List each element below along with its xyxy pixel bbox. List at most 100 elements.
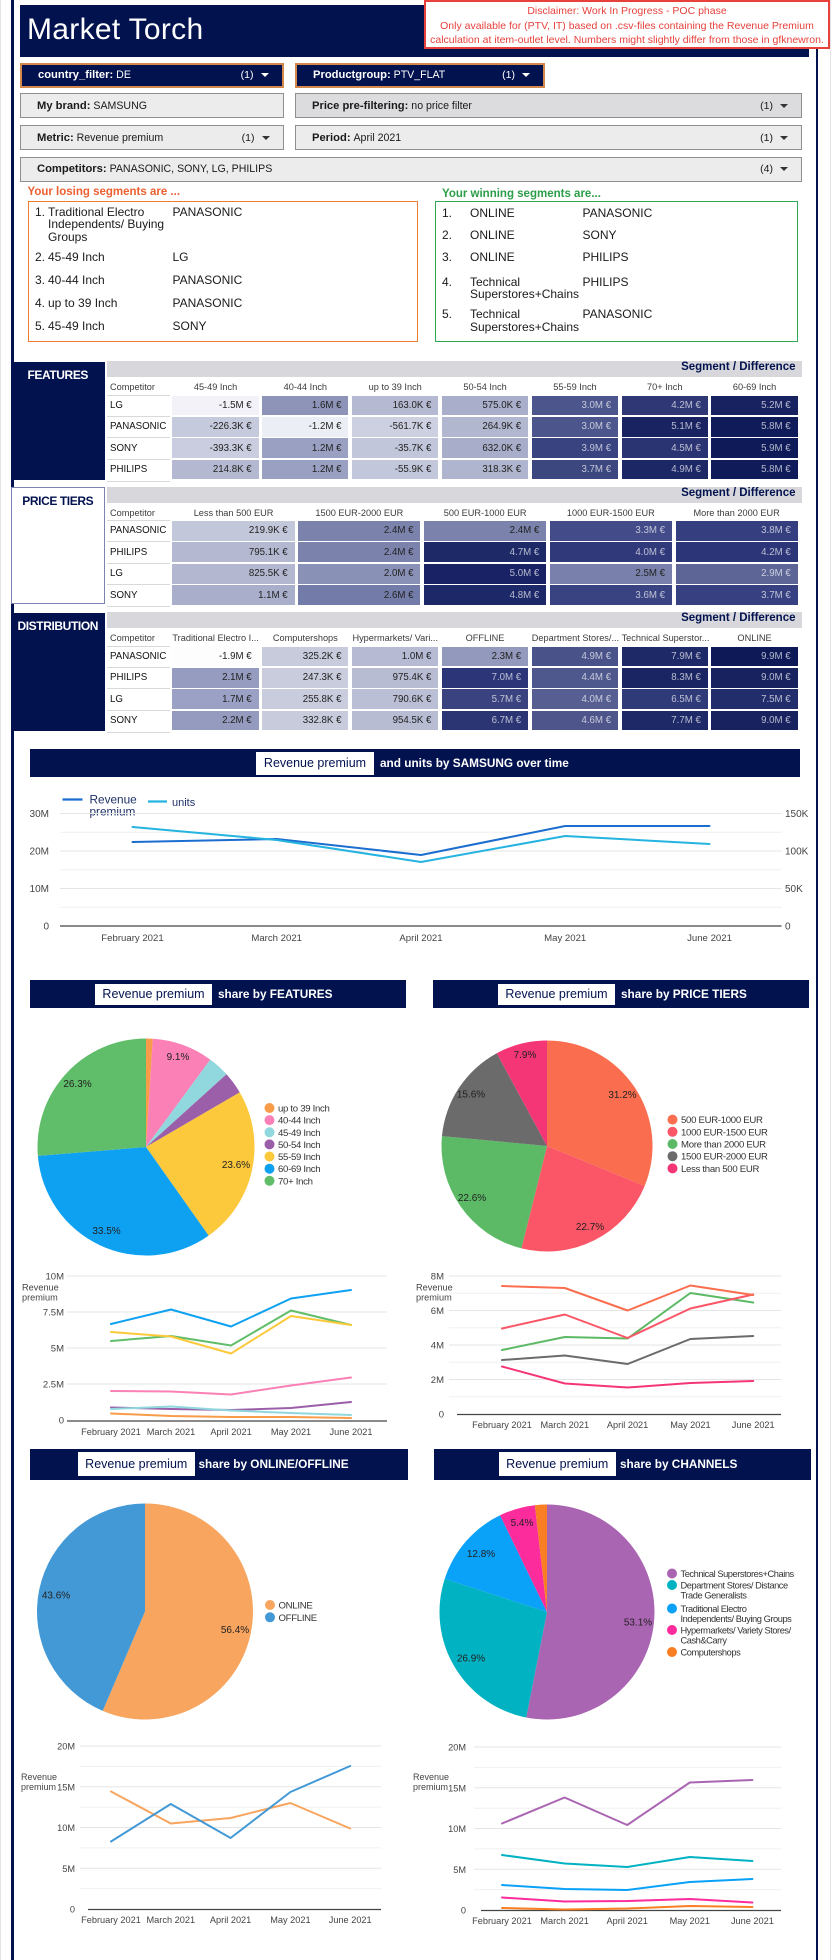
svg-text:May 2021: May 2021 [670, 1916, 710, 1926]
svg-text:June 2021: June 2021 [731, 1916, 774, 1926]
svg-text:Revenue: Revenue [22, 1283, 59, 1293]
svg-text:February 2021: February 2021 [81, 1427, 141, 1437]
svg-text:23.6%: 23.6% [222, 1160, 250, 1171]
svg-text:150K: 150K [785, 809, 809, 820]
svg-text:12.8%: 12.8% [467, 1549, 495, 1560]
svg-text:Hypermarkets/ Variety Stores/: Hypermarkets/ Variety Stores/ [681, 1626, 792, 1636]
svg-text:60-69 Inch: 60-69 Inch [278, 1164, 320, 1175]
svg-text:March 2021: March 2021 [147, 1427, 196, 1437]
svg-text:June 2021: June 2021 [329, 1915, 372, 1925]
svg-text:April 2021: April 2021 [399, 933, 442, 944]
svg-text:More than 2000 EUR: More than 2000 EUR [681, 1140, 766, 1151]
svg-text:0: 0 [70, 1905, 75, 1915]
svg-text:April 2021: April 2021 [607, 1420, 648, 1430]
svg-text:Cash&Carry: Cash&Carry [681, 1636, 728, 1646]
svg-text:20M: 20M [57, 1742, 75, 1752]
svg-text:7.5M: 7.5M [43, 1308, 64, 1319]
svg-text:15M: 15M [448, 1783, 466, 1793]
svg-text:February 2021: February 2021 [101, 933, 163, 944]
svg-text:1000 EUR-1500 EUR: 1000 EUR-1500 EUR [681, 1127, 768, 1138]
svg-text:5.4%: 5.4% [511, 1518, 534, 1529]
svg-text:June 2021: June 2021 [687, 933, 732, 944]
svg-text:10M: 10M [448, 1824, 466, 1834]
svg-text:55-59 Inch: 55-59 Inch [278, 1152, 320, 1163]
svg-text:2M: 2M [431, 1375, 444, 1386]
svg-text:Department Stores/ Distance: Department Stores/ Distance [681, 1581, 788, 1591]
svg-text:March 2021: March 2021 [251, 933, 302, 944]
svg-text:4M: 4M [431, 1341, 444, 1352]
svg-text:May 2021: May 2021 [271, 1427, 311, 1437]
svg-text:Technical Superstores+Chains: Technical Superstores+Chains [681, 1569, 795, 1579]
svg-text:OFFLINE: OFFLINE [279, 1613, 317, 1624]
svg-text:Revenue: Revenue [90, 793, 138, 807]
svg-text:Trade Generalists: Trade Generalists [681, 1591, 748, 1601]
svg-text:April 2021: April 2021 [210, 1427, 251, 1437]
svg-text:6M: 6M [431, 1306, 444, 1317]
svg-text:5M: 5M [51, 1344, 64, 1355]
svg-text:ONLINE: ONLINE [279, 1601, 313, 1612]
svg-text:0: 0 [785, 922, 791, 933]
svg-text:0: 0 [43, 922, 49, 933]
svg-text:Less than 500 EUR: Less than 500 EUR [681, 1164, 759, 1175]
svg-text:units: units [172, 797, 196, 809]
svg-text:20M: 20M [448, 1743, 466, 1753]
svg-text:premium: premium [90, 805, 136, 819]
svg-text:26.3%: 26.3% [63, 1079, 91, 1090]
svg-text:0: 0 [461, 1906, 466, 1916]
svg-text:33.5%: 33.5% [92, 1226, 120, 1237]
svg-text:56.4%: 56.4% [221, 1625, 249, 1636]
svg-text:15.6%: 15.6% [457, 1090, 485, 1101]
svg-text:Computershops: Computershops [681, 1648, 742, 1658]
svg-text:May 2021: May 2021 [270, 1915, 310, 1925]
svg-text:February 2021: February 2021 [81, 1915, 141, 1925]
svg-text:45-49 Inch: 45-49 Inch [278, 1128, 320, 1139]
svg-text:0: 0 [59, 1416, 64, 1427]
svg-text:Revenue: Revenue [413, 1772, 449, 1782]
svg-text:500 EUR-1000 EUR: 500 EUR-1000 EUR [681, 1115, 763, 1126]
svg-text:Independents/ Buying Groups: Independents/ Buying Groups [681, 1614, 793, 1624]
svg-text:5M: 5M [62, 1864, 75, 1874]
svg-text:March 2021: March 2021 [540, 1916, 589, 1926]
svg-text:50K: 50K [785, 884, 803, 895]
svg-text:premium: premium [22, 1293, 58, 1303]
svg-text:2.5M: 2.5M [43, 1380, 64, 1391]
svg-text:premium: premium [413, 1782, 448, 1792]
svg-text:8M: 8M [431, 1272, 444, 1283]
svg-text:7.9%: 7.9% [514, 1050, 537, 1061]
svg-text:31.2%: 31.2% [608, 1090, 636, 1101]
svg-text:30M: 30M [30, 809, 49, 820]
svg-text:26.9%: 26.9% [457, 1654, 485, 1665]
svg-text:May 2021: May 2021 [544, 933, 586, 944]
svg-text:June 2021: June 2021 [732, 1420, 775, 1430]
svg-text:premium: premium [21, 1782, 56, 1792]
svg-text:premium: premium [416, 1293, 452, 1303]
svg-text:February 2021: February 2021 [472, 1916, 532, 1926]
svg-text:Revenue: Revenue [21, 1772, 57, 1782]
svg-text:1500 EUR-2000 EUR: 1500 EUR-2000 EUR [681, 1152, 768, 1163]
svg-text:70+ Inch: 70+ Inch [278, 1176, 313, 1187]
svg-text:10M: 10M [57, 1823, 75, 1833]
svg-text:22.6%: 22.6% [458, 1193, 486, 1204]
svg-text:Traditional Electro: Traditional Electro [681, 1604, 747, 1614]
svg-text:20M: 20M [30, 847, 49, 858]
svg-text:53.1%: 53.1% [624, 1618, 652, 1629]
svg-text:22.7%: 22.7% [576, 1222, 604, 1233]
svg-text:May 2021: May 2021 [670, 1420, 710, 1430]
svg-text:April 2021: April 2021 [210, 1915, 251, 1925]
svg-text:10M: 10M [46, 1272, 65, 1283]
svg-text:100K: 100K [785, 847, 809, 858]
svg-text:10M: 10M [30, 884, 49, 895]
svg-text:Revenue: Revenue [416, 1283, 453, 1293]
svg-text:March 2021: March 2021 [541, 1420, 590, 1430]
svg-text:up to 39 Inch: up to 39 Inch [278, 1104, 330, 1115]
svg-text:April 2021: April 2021 [607, 1916, 648, 1926]
svg-text:June 2021: June 2021 [330, 1427, 373, 1437]
svg-text:February 2021: February 2021 [472, 1420, 532, 1430]
svg-text:9.1%: 9.1% [167, 1052, 190, 1063]
svg-text:43.6%: 43.6% [42, 1591, 70, 1602]
svg-text:March 2021: March 2021 [147, 1915, 196, 1925]
svg-text:0: 0 [439, 1410, 444, 1421]
svg-text:15M: 15M [57, 1782, 75, 1792]
svg-text:40-44 Inch: 40-44 Inch [278, 1116, 320, 1127]
svg-text:50-54 Inch: 50-54 Inch [278, 1140, 320, 1151]
